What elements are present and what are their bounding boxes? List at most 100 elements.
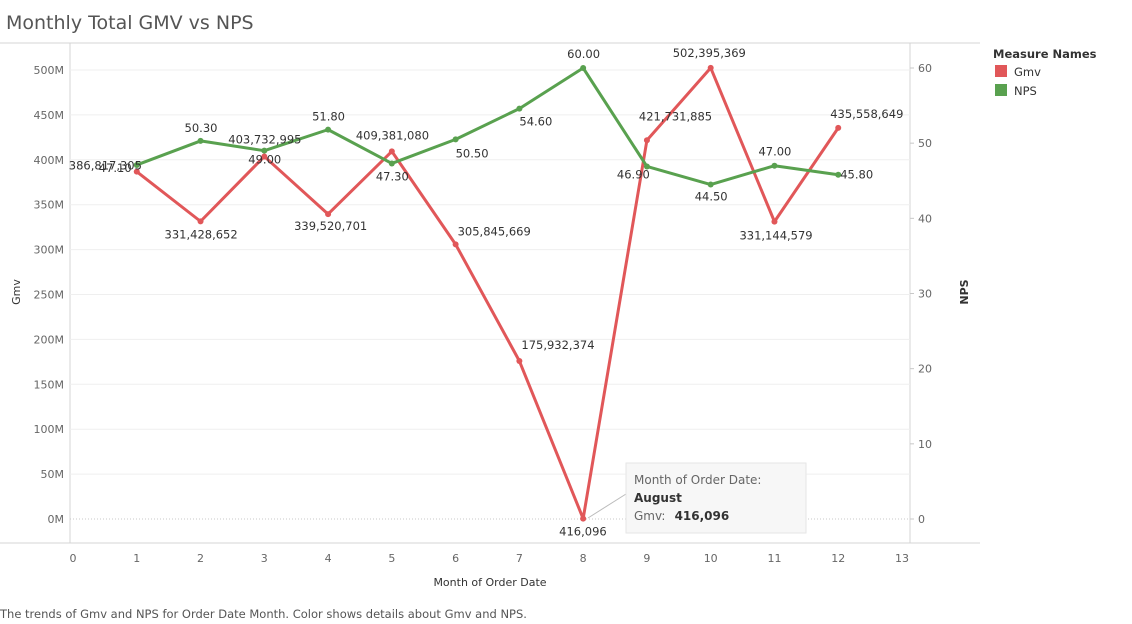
data-point-gmv[interactable] [580,515,587,522]
data-label-nps: 49.00 [248,153,281,167]
data-labels: 386,817,305 331,428,652 403,732,995 339,520… [69,46,904,539]
data-point-nps[interactable] [580,65,587,71]
data-point-nps[interactable] [452,136,459,143]
left-axis-ticks: 0M 50M 100M 150M 200M 250M 300M 350M 400M 450M 500… [34,64,65,526]
data-point-gmv[interactable] [197,218,204,225]
x-tick-label: 11 [767,552,781,565]
data-label-gmv: 502,395,369 [673,46,746,60]
y-left-tick-label: 350M [34,199,65,212]
y-left-tick-label: 400M [34,154,65,167]
legend-title: Measure Names [993,47,1097,61]
data-label-nps: 50.50 [456,146,489,160]
y-right-tick-label: 10 [918,438,932,451]
legend: Measure Names Gmv NPS [993,47,1097,98]
tooltip-line3: Gmv: 416,096 [634,505,729,524]
legend-swatch-gmv[interactable] [995,65,1007,77]
data-label-gmv: 386,817,305 [69,159,142,173]
x-tick-label: 1 [133,552,140,565]
data-label-nps: 60.00 [567,47,600,61]
data-point-gmv[interactable] [452,241,459,248]
tooltip: Month of Order Date: August Gmv: 416,096 [587,462,807,534]
data-label-gmv: 416,096 [559,525,607,539]
data-label-nps: 47.30 [376,169,409,183]
x-axis-title: Month of Order Date [433,576,546,589]
data-point-nps[interactable] [197,137,204,144]
data-label-gmv: 409,381,080 [356,128,429,142]
series-layer [133,64,842,522]
data-point-nps[interactable] [835,171,842,178]
legend-label-gmv[interactable]: Gmv [1014,65,1041,79]
data-point-gmv[interactable] [133,168,140,175]
y-left-tick-label: 250M [34,289,65,302]
data-label-nps: 54.60 [519,115,552,129]
x-tick-label: 8 [580,552,587,565]
data-point-gmv[interactable] [771,218,778,225]
data-label-gmv: 331,428,652 [165,227,238,241]
data-label-nps: 47.10 [99,161,132,175]
y-left-tick-label: 300M [34,244,65,257]
data-label-gmv: 403,732,995 [228,132,301,146]
y-right-tick-label: 20 [918,363,932,376]
x-tick-label: 0 [70,552,77,565]
x-tick-label: 12 [831,552,845,565]
right-axis-ticks: 0 10 20 30 40 50 60 [910,62,932,526]
x-tick-label: 13 [895,552,909,565]
data-label-gmv: 339,520,701 [294,219,367,233]
tooltip-box [625,462,807,534]
data-point-nps[interactable] [707,181,714,188]
data-point-gmv[interactable] [325,211,332,218]
data-point-nps[interactable] [516,105,523,112]
y-left-tick-label: 200M [34,333,65,346]
data-point-gmv[interactable] [261,153,268,160]
x-tick-label: 7 [516,552,523,565]
series-line-nps [136,66,839,187]
y-left-tick-label: 150M [34,378,65,391]
data-point-gmv[interactable] [643,137,650,144]
tooltip-pointer [587,493,627,519]
x-tick-label: 4 [325,552,332,565]
x-axis-ticks: 0 1 2 3 4 5 6 7 8 9 10 11 12 13 [70,552,910,565]
y-left-tick-label: 500M [34,64,65,77]
x-tick-label: 2 [197,552,204,565]
data-label-nps: 45.80 [840,168,873,182]
data-point-gmv[interactable] [835,124,842,131]
y-left-axis-title: Gmv [10,279,23,305]
series-line-gmv [135,66,840,521]
y-left-tick-label: 50M [41,468,65,481]
data-label-nps: 44.50 [695,190,728,204]
data-point-gmv[interactable] [516,358,523,365]
data-point-nps[interactable] [325,126,332,133]
tooltip-gmv-label: Gmv: [634,509,665,523]
y-left-tick-label: 0M [48,513,65,526]
gridlines [70,69,910,520]
y-right-axis-title: NPS [958,279,971,304]
data-point-nps[interactable] [388,160,395,167]
x-tick-label: 10 [704,552,718,565]
data-point-gmv[interactable] [707,64,714,71]
data-point-nps[interactable] [261,147,268,154]
data-label-gmv: 421,731,885 [639,109,712,123]
legend-label-nps[interactable]: NPS [1014,84,1037,98]
data-point-nps[interactable] [133,161,140,168]
y-right-tick-label: 40 [918,212,932,225]
data-label-nps: 46.90 [617,167,650,181]
tooltip-gmv-value: 416,096 [675,509,730,523]
y-right-tick-label: 30 [918,288,932,301]
y-left-tick-label: 100M [34,423,65,436]
data-label-nps: 50.30 [185,121,218,135]
data-label-gmv: 305,845,669 [458,224,531,238]
y-right-tick-label: 50 [918,137,932,150]
data-point-gmv[interactable] [388,148,395,155]
y-left-tick-label: 450M [34,109,65,122]
x-tick-label: 6 [452,552,459,565]
data-label-gmv: 435,558,649 [830,107,903,121]
data-point-nps[interactable] [643,163,650,170]
legend-swatch-nps[interactable] [995,84,1007,96]
data-point-nps[interactable] [771,162,778,169]
tooltip-line1: Month of Order Date: [634,473,761,487]
data-label-nps: 51.80 [312,110,345,124]
y-right-tick-label: 0 [918,513,925,526]
x-tick-label: 9 [643,552,650,565]
chart-title: Monthly Total GMV vs NPS [6,12,254,34]
